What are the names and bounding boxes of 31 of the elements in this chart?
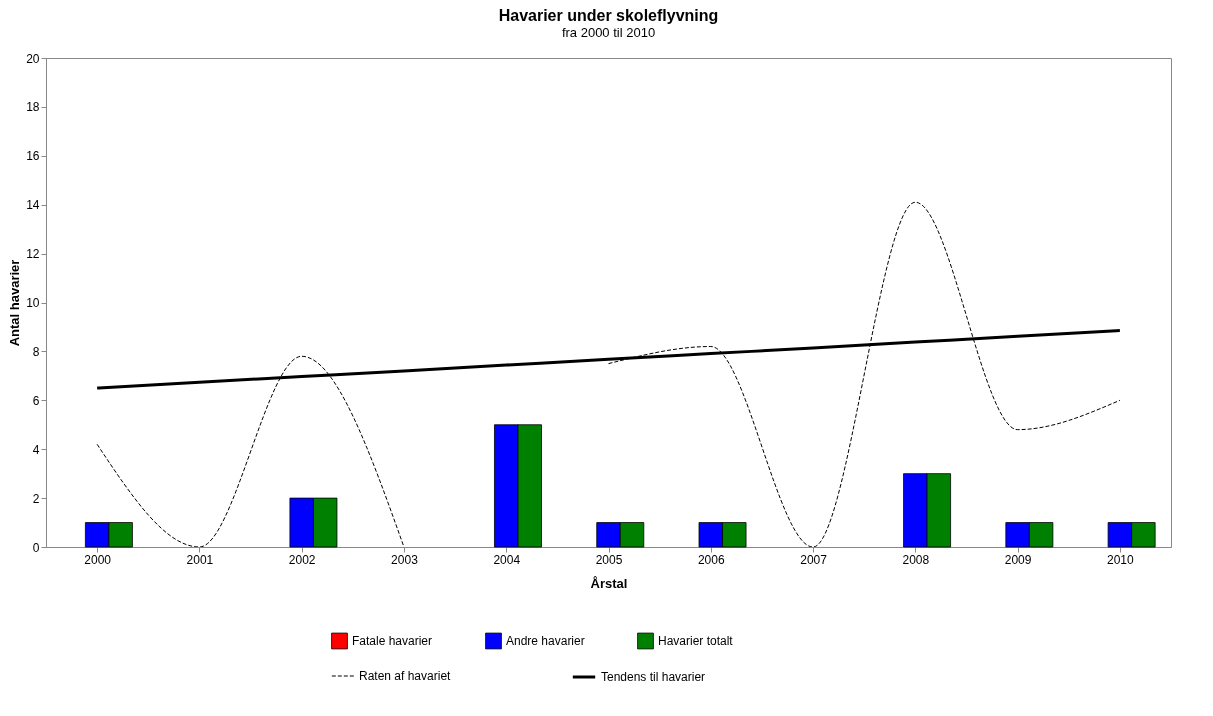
y-axis-title: Antal havarier (7, 259, 23, 347)
chart-subtitle: fra 2000 til 2010 (561, 25, 656, 40)
x-tick-label: 2002 (288, 552, 316, 567)
x-tick-label: 2007 (800, 552, 828, 567)
x-tick-label: 2009 (1004, 552, 1032, 567)
x-tick-label: 2006 (697, 552, 725, 567)
y-tick-label: 2 (32, 491, 40, 506)
y-tick-label: 12 (26, 247, 40, 262)
y-tick-label: 18 (26, 100, 40, 115)
x-tick-label: 2010 (1107, 552, 1135, 567)
y-tick-label: 20 (26, 51, 40, 66)
y-tick-label: 6 (32, 393, 40, 408)
x-tick-label: 2000 (84, 552, 112, 567)
x-tick-label: 2003 (391, 552, 419, 567)
legend-label: Fatale havarier (352, 634, 433, 648)
y-tick-label: 10 (26, 296, 40, 310)
x-axis-title: Årstal (590, 575, 628, 591)
chart-title: Havarier under skoleflyvning (498, 7, 719, 24)
x-tick-label: 2001 (186, 552, 214, 567)
y-tick-label: 16 (26, 149, 40, 164)
x-tick-label: 2005 (595, 552, 623, 567)
legend-label: Tendens til havarier (601, 670, 706, 684)
legend-label: Raten af havariet (359, 669, 452, 683)
legend-label: Havarier totalt (658, 634, 734, 648)
y-tick-label: 14 (26, 198, 40, 213)
y-tick-label: 4 (32, 442, 40, 457)
y-tick-label: 0 (32, 540, 40, 555)
x-tick-label: 2004 (493, 552, 521, 567)
y-tick-label: 8 (32, 344, 40, 359)
x-tick-label: 2008 (902, 552, 930, 567)
legend-label: Andre havarier (506, 634, 585, 648)
